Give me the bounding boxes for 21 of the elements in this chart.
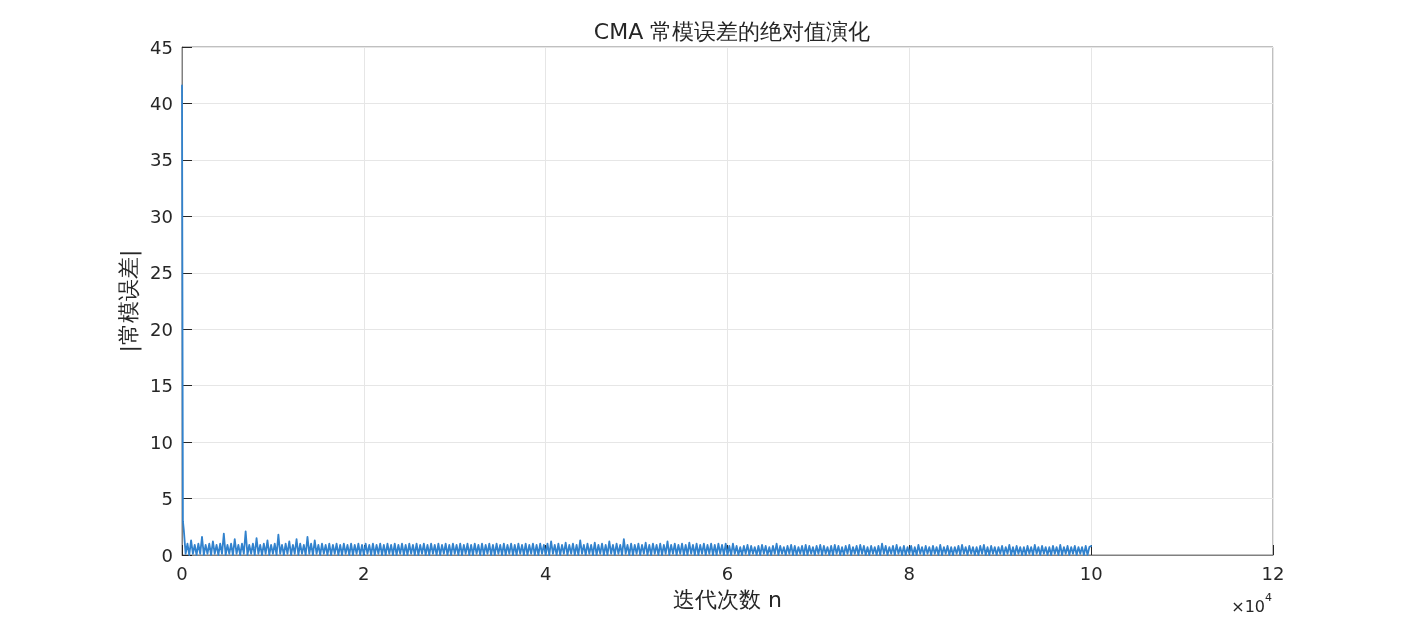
y-tick-label: 5 bbox=[161, 488, 173, 510]
y-tick-label: 40 bbox=[150, 92, 173, 114]
y-tick-label: 35 bbox=[150, 149, 173, 171]
y-axis-title: |常模误差| bbox=[115, 249, 142, 353]
y-tick-label: 45 bbox=[150, 36, 173, 58]
chart-title: CMA 常模误差的绝对值演化 bbox=[593, 18, 871, 44]
x-axis-title: 迭代次数 n bbox=[673, 586, 782, 612]
y-tick-label: 30 bbox=[150, 205, 173, 227]
y-tick-label: 0 bbox=[161, 544, 173, 566]
y-tick-label: 20 bbox=[150, 318, 173, 340]
line-series bbox=[181, 84, 1093, 556]
x-tick-label: 12 bbox=[1261, 562, 1285, 584]
x-tick-label: 8 bbox=[903, 562, 916, 584]
x-tick-label: 6 bbox=[721, 562, 734, 584]
y-tick-label: 10 bbox=[150, 431, 173, 453]
y-tick-label: 25 bbox=[150, 262, 173, 284]
x-tick-label: 0 bbox=[176, 562, 188, 584]
y-tick-label: 15 bbox=[150, 375, 173, 397]
x-tick-label: 4 bbox=[539, 562, 552, 584]
x-tick-label: 10 bbox=[1079, 562, 1103, 584]
x-tick-label: 2 bbox=[358, 562, 370, 584]
